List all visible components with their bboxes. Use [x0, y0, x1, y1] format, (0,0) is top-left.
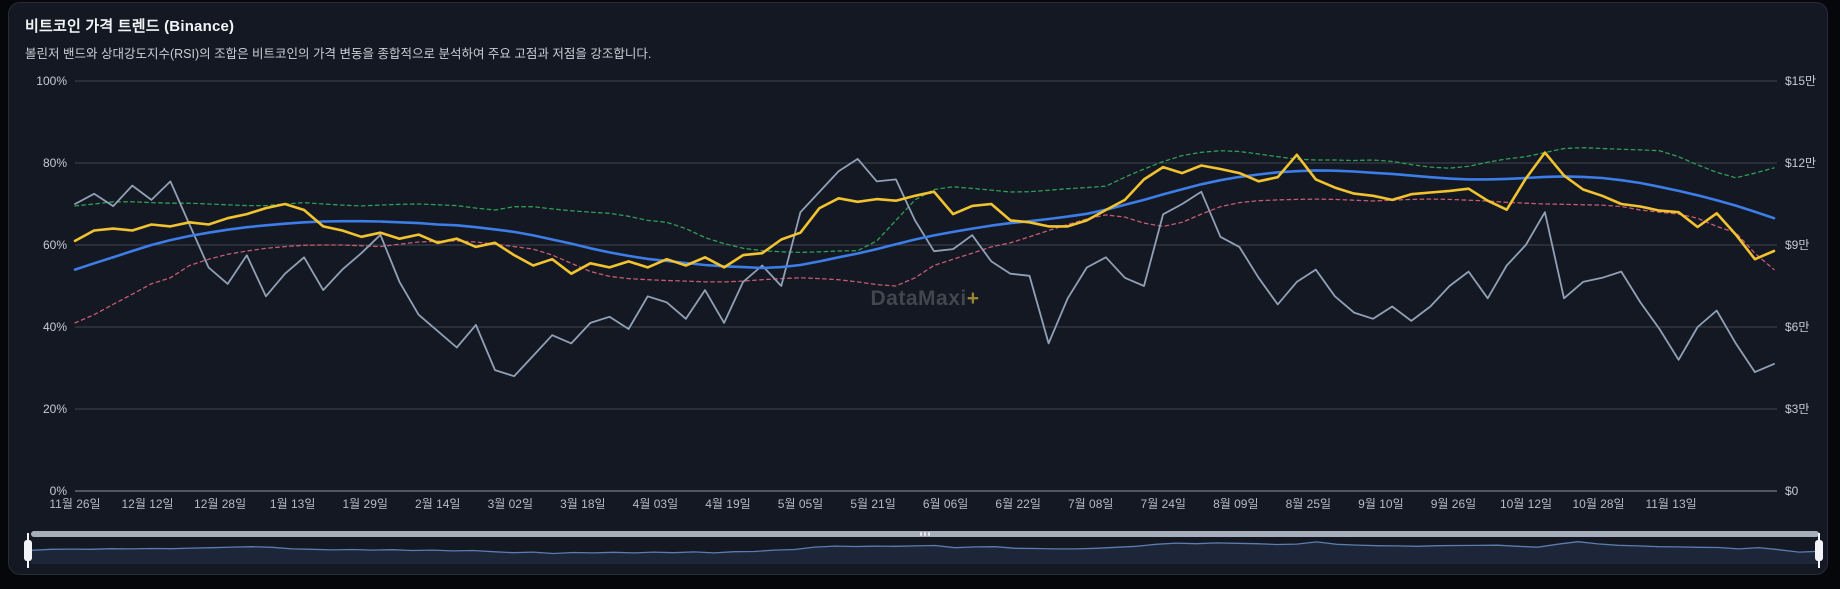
- right-axis-tick: $9만: [1785, 237, 1809, 253]
- x-axis-tick: 12월 28일: [194, 495, 246, 512]
- x-axis-tick: 12월 12일: [121, 495, 173, 512]
- scrollbar-grip-icon: [920, 532, 930, 536]
- x-axis-tick: 7월 24일: [1141, 495, 1186, 512]
- left-axis-tick: 80%: [27, 155, 67, 171]
- x-axis-tick: 11월 26일: [49, 495, 100, 512]
- x-axis-tick: 6월 06일: [923, 495, 968, 512]
- left-axis-tick: 40%: [27, 319, 67, 335]
- x-axis-tick: 7월 08일: [1068, 495, 1113, 512]
- x-axis-tick: 4월 03일: [633, 495, 678, 512]
- x-axis-tick: 8월 09일: [1213, 495, 1258, 512]
- x-axis-tick: 2월 14일: [415, 495, 460, 512]
- x-axis-tick: 3월 18일: [560, 495, 605, 512]
- x-axis-tick: 3월 02일: [488, 495, 533, 512]
- x-axis-tick: 5월 05일: [778, 495, 823, 512]
- x-axis-tick: 5월 21일: [850, 495, 895, 512]
- x-axis-tick: 11월 13일: [1645, 495, 1696, 512]
- navigator-left-handle[interactable]: [24, 540, 32, 561]
- left-axis-tick: 100%: [27, 73, 67, 89]
- right-axis-tick: $6만: [1785, 319, 1809, 335]
- watermark-text: DataMaxi: [871, 287, 967, 310]
- x-axis-tick: 9월 26일: [1431, 495, 1476, 512]
- left-axis-tick: 20%: [27, 401, 67, 417]
- x-axis-tick: 9월 10일: [1358, 495, 1403, 512]
- right-axis-tick: $0: [1785, 483, 1798, 499]
- right-axis-tick: $12만: [1785, 155, 1816, 171]
- x-axis-tick: 10월 28일: [1572, 495, 1624, 512]
- left-axis-tick: 60%: [27, 237, 67, 253]
- x-axis-tick: 6월 22일: [995, 495, 1040, 512]
- chart-card: 비트코인 가격 트렌드 (Binance) 볼린저 밴드와 상대강도지수(RSI…: [8, 2, 1828, 575]
- x-axis-tick: 10월 12일: [1500, 495, 1552, 512]
- watermark: DataMaxi+: [871, 287, 980, 311]
- x-axis-tick: 8월 25일: [1286, 495, 1331, 512]
- x-axis-tick: 1월 29일: [342, 495, 387, 512]
- right-axis-tick: $15만: [1785, 73, 1816, 89]
- right-axis-tick: $3만: [1785, 401, 1809, 417]
- price-line: [75, 153, 1774, 274]
- x-axis-tick: 1월 13일: [270, 495, 315, 512]
- navigator: [9, 523, 1840, 575]
- middle-band-line: [75, 170, 1774, 269]
- navigator-right-handle[interactable]: [1815, 540, 1823, 561]
- x-axis-tick: 4월 19일: [705, 495, 750, 512]
- watermark-plus-icon: +: [967, 287, 980, 310]
- navigator-scrollbar-thumb[interactable]: [31, 531, 1819, 537]
